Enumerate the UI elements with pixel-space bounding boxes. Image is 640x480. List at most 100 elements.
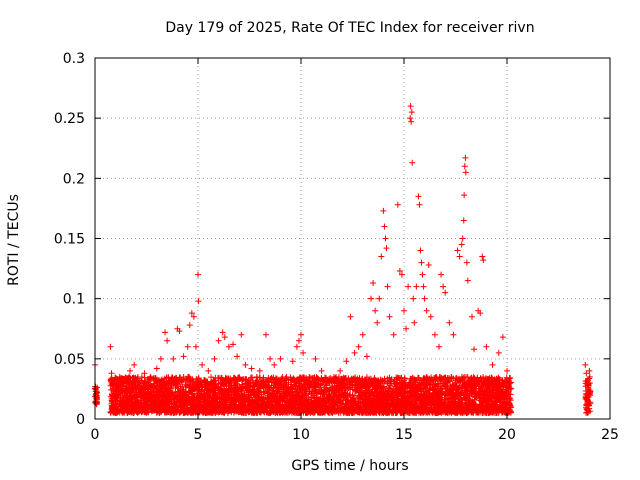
data-point (389, 390, 396, 397)
data-point (478, 377, 485, 384)
data-point (483, 398, 490, 405)
data-point (316, 406, 323, 413)
data-point (309, 409, 316, 416)
data-point (364, 382, 371, 389)
data-point (414, 390, 421, 397)
data-point (386, 409, 393, 416)
data-point (311, 376, 318, 383)
data-point (505, 391, 512, 398)
data-point (251, 406, 258, 413)
data-point (132, 408, 139, 415)
data-point (141, 380, 148, 387)
data-point (218, 374, 225, 381)
data-point (417, 407, 424, 414)
data-point (257, 396, 264, 403)
data-point (424, 397, 431, 404)
data-point (132, 391, 139, 398)
data-point (452, 384, 459, 391)
data-point (194, 402, 201, 409)
data-point (479, 409, 486, 416)
data-point (435, 383, 442, 390)
data-point (264, 396, 271, 403)
data-point (153, 394, 160, 401)
data-point (490, 387, 497, 394)
data-point (480, 402, 487, 409)
data-point (239, 405, 246, 412)
data-point (356, 375, 363, 382)
data-point (127, 399, 134, 406)
data-point (502, 408, 509, 415)
data-point (120, 405, 127, 412)
data-point (165, 374, 172, 381)
data-point (383, 400, 390, 407)
data-point (221, 389, 228, 396)
data-point (206, 404, 213, 411)
data-point (321, 394, 328, 401)
data-point (230, 399, 237, 406)
data-point (366, 408, 373, 415)
data-point (276, 390, 283, 397)
data-point (291, 406, 298, 413)
data-point (319, 409, 326, 416)
data-point (301, 393, 308, 400)
data-point (462, 406, 469, 413)
data-point (236, 393, 243, 400)
data-point (172, 392, 179, 399)
data-point (415, 374, 422, 381)
data-point (329, 409, 336, 416)
data-point (202, 409, 209, 416)
data-point (217, 399, 224, 406)
data-point (495, 381, 502, 388)
data-point (118, 408, 125, 415)
data-point (436, 403, 443, 410)
data-point (382, 387, 389, 394)
data-point (189, 388, 196, 395)
data-point (322, 399, 329, 406)
data-point (297, 385, 304, 392)
data-point (403, 404, 410, 411)
data-point (287, 385, 294, 392)
data-point (237, 401, 244, 408)
data-point (477, 406, 484, 413)
data-point (322, 386, 329, 393)
data-point (315, 407, 322, 414)
data-point (237, 408, 244, 415)
data-point (358, 384, 365, 391)
data-point (495, 374, 502, 381)
data-point (247, 402, 254, 409)
data-point (229, 401, 236, 408)
data-point (214, 409, 221, 416)
data-point (111, 378, 118, 385)
data-point (292, 396, 299, 403)
data-point (247, 398, 254, 405)
data-point (280, 395, 287, 402)
data-point (372, 378, 379, 385)
data-point (287, 393, 294, 400)
data-point (493, 390, 500, 397)
data-point (140, 393, 147, 400)
data-point (162, 401, 169, 408)
data-point (142, 386, 149, 393)
data-point (244, 379, 251, 386)
data-point (162, 395, 169, 402)
data-point (278, 375, 285, 382)
data-point (463, 388, 470, 395)
data-point (310, 383, 317, 390)
data-point (139, 403, 146, 410)
data-point (214, 384, 221, 391)
data-point (206, 394, 213, 401)
data-point (195, 409, 202, 416)
data-point (411, 376, 418, 383)
data-point (319, 390, 326, 397)
data-points (92, 103, 594, 416)
data-point (220, 408, 227, 415)
data-point (303, 378, 310, 385)
data-point (204, 383, 211, 390)
data-point (265, 379, 272, 386)
data-point (360, 406, 367, 413)
data-point (308, 408, 315, 415)
data-point (468, 375, 475, 382)
data-point (339, 407, 346, 414)
data-point (442, 390, 449, 397)
